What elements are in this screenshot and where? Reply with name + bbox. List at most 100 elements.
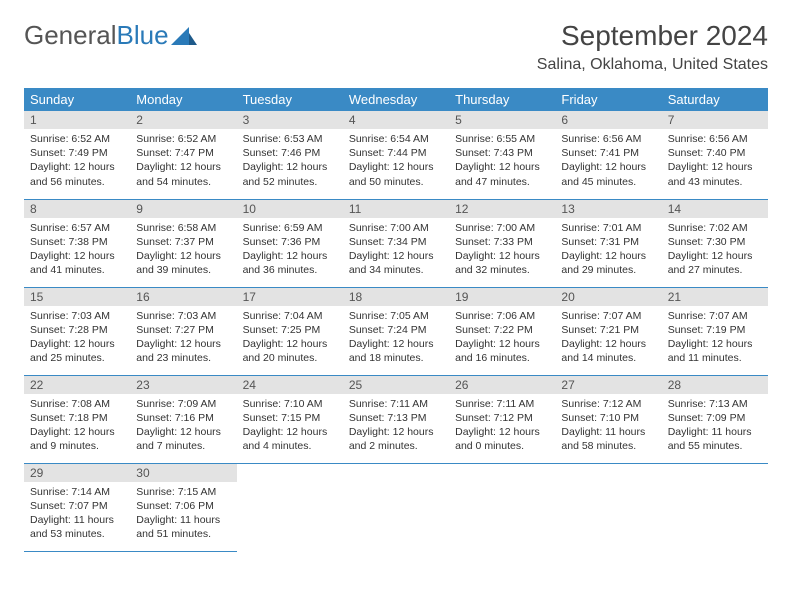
day-number: 6: [555, 111, 661, 129]
day-number: 2: [130, 111, 236, 129]
daylight-line: Daylight: 12 hours and 52 minutes.: [243, 160, 337, 188]
calendar-cell: 23Sunrise: 7:09 AMSunset: 7:16 PMDayligh…: [130, 375, 236, 463]
sunrise-line: Sunrise: 6:53 AM: [243, 132, 337, 146]
sunset-line: Sunset: 7:47 PM: [136, 146, 230, 160]
calendar-cell: 4Sunrise: 6:54 AMSunset: 7:44 PMDaylight…: [343, 111, 449, 199]
sunset-line: Sunset: 7:07 PM: [30, 499, 124, 513]
daylight-line: Daylight: 11 hours and 51 minutes.: [136, 513, 230, 541]
day-content: Sunrise: 7:09 AMSunset: 7:16 PMDaylight:…: [130, 394, 236, 457]
day-content: Sunrise: 7:11 AMSunset: 7:12 PMDaylight:…: [449, 394, 555, 457]
calendar-cell: 21Sunrise: 7:07 AMSunset: 7:19 PMDayligh…: [662, 287, 768, 375]
day-content: Sunrise: 7:03 AMSunset: 7:28 PMDaylight:…: [24, 306, 130, 369]
calendar-cell: 17Sunrise: 7:04 AMSunset: 7:25 PMDayligh…: [237, 287, 343, 375]
daylight-line: Daylight: 12 hours and 27 minutes.: [668, 249, 762, 277]
day-number: 5: [449, 111, 555, 129]
calendar-cell: 19Sunrise: 7:06 AMSunset: 7:22 PMDayligh…: [449, 287, 555, 375]
calendar-cell: 8Sunrise: 6:57 AMSunset: 7:38 PMDaylight…: [24, 199, 130, 287]
day-content: Sunrise: 6:54 AMSunset: 7:44 PMDaylight:…: [343, 129, 449, 192]
day-content: Sunrise: 7:11 AMSunset: 7:13 PMDaylight:…: [343, 394, 449, 457]
daylight-line: Daylight: 12 hours and 36 minutes.: [243, 249, 337, 277]
day-number: 7: [662, 111, 768, 129]
day-content: Sunrise: 6:52 AMSunset: 7:49 PMDaylight:…: [24, 129, 130, 192]
day-number: 23: [130, 376, 236, 394]
calendar-cell: 12Sunrise: 7:00 AMSunset: 7:33 PMDayligh…: [449, 199, 555, 287]
weekday-header: Sunday: [24, 88, 130, 111]
sunset-line: Sunset: 7:16 PM: [136, 411, 230, 425]
logo-text-2: Blue: [117, 20, 169, 51]
day-content: Sunrise: 7:12 AMSunset: 7:10 PMDaylight:…: [555, 394, 661, 457]
day-content: Sunrise: 7:08 AMSunset: 7:18 PMDaylight:…: [24, 394, 130, 457]
calendar-cell: 14Sunrise: 7:02 AMSunset: 7:30 PMDayligh…: [662, 199, 768, 287]
sunset-line: Sunset: 7:18 PM: [30, 411, 124, 425]
calendar-cell: 7Sunrise: 6:56 AMSunset: 7:40 PMDaylight…: [662, 111, 768, 199]
daylight-line: Daylight: 12 hours and 41 minutes.: [30, 249, 124, 277]
daylight-line: Daylight: 12 hours and 20 minutes.: [243, 337, 337, 365]
sunrise-line: Sunrise: 7:07 AM: [561, 309, 655, 323]
day-number: 19: [449, 288, 555, 306]
day-number: 20: [555, 288, 661, 306]
calendar-body: 1Sunrise: 6:52 AMSunset: 7:49 PMDaylight…: [24, 111, 768, 551]
calendar-cell: 13Sunrise: 7:01 AMSunset: 7:31 PMDayligh…: [555, 199, 661, 287]
day-content: Sunrise: 7:06 AMSunset: 7:22 PMDaylight:…: [449, 306, 555, 369]
calendar-row: 29Sunrise: 7:14 AMSunset: 7:07 PMDayligh…: [24, 463, 768, 551]
calendar-cell: 27Sunrise: 7:12 AMSunset: 7:10 PMDayligh…: [555, 375, 661, 463]
calendar-cell: 10Sunrise: 6:59 AMSunset: 7:36 PMDayligh…: [237, 199, 343, 287]
calendar-cell: 1Sunrise: 6:52 AMSunset: 7:49 PMDaylight…: [24, 111, 130, 199]
location: Salina, Oklahoma, United States: [537, 56, 768, 74]
sunrise-line: Sunrise: 7:08 AM: [30, 397, 124, 411]
calendar-cell: 20Sunrise: 7:07 AMSunset: 7:21 PMDayligh…: [555, 287, 661, 375]
weekday-header: Saturday: [662, 88, 768, 111]
daylight-line: Daylight: 12 hours and 11 minutes.: [668, 337, 762, 365]
sunset-line: Sunset: 7:37 PM: [136, 235, 230, 249]
day-content: Sunrise: 7:00 AMSunset: 7:34 PMDaylight:…: [343, 218, 449, 281]
sunrise-line: Sunrise: 7:03 AM: [136, 309, 230, 323]
calendar-cell: [237, 463, 343, 551]
calendar-cell: 3Sunrise: 6:53 AMSunset: 7:46 PMDaylight…: [237, 111, 343, 199]
daylight-line: Daylight: 12 hours and 14 minutes.: [561, 337, 655, 365]
sunrise-line: Sunrise: 7:12 AM: [561, 397, 655, 411]
daylight-line: Daylight: 12 hours and 25 minutes.: [30, 337, 124, 365]
day-number: 29: [24, 464, 130, 482]
sunset-line: Sunset: 7:25 PM: [243, 323, 337, 337]
weekday-header: Monday: [130, 88, 236, 111]
daylight-line: Daylight: 12 hours and 16 minutes.: [455, 337, 549, 365]
calendar-row: 15Sunrise: 7:03 AMSunset: 7:28 PMDayligh…: [24, 287, 768, 375]
logo-text-1: General: [24, 20, 117, 51]
calendar-cell: [343, 463, 449, 551]
daylight-line: Daylight: 12 hours and 18 minutes.: [349, 337, 443, 365]
calendar-cell: 29Sunrise: 7:14 AMSunset: 7:07 PMDayligh…: [24, 463, 130, 551]
day-number: 28: [662, 376, 768, 394]
weekday-header: Wednesday: [343, 88, 449, 111]
sunset-line: Sunset: 7:43 PM: [455, 146, 549, 160]
day-number: 11: [343, 200, 449, 218]
calendar-cell: 24Sunrise: 7:10 AMSunset: 7:15 PMDayligh…: [237, 375, 343, 463]
calendar-cell: 26Sunrise: 7:11 AMSunset: 7:12 PMDayligh…: [449, 375, 555, 463]
sunset-line: Sunset: 7:06 PM: [136, 499, 230, 513]
sunset-line: Sunset: 7:09 PM: [668, 411, 762, 425]
sunrise-line: Sunrise: 7:06 AM: [455, 309, 549, 323]
day-number: 30: [130, 464, 236, 482]
day-number: 3: [237, 111, 343, 129]
calendar-cell: [449, 463, 555, 551]
day-content: Sunrise: 6:55 AMSunset: 7:43 PMDaylight:…: [449, 129, 555, 192]
sunrise-line: Sunrise: 6:57 AM: [30, 221, 124, 235]
sunset-line: Sunset: 7:33 PM: [455, 235, 549, 249]
sunrise-line: Sunrise: 7:03 AM: [30, 309, 124, 323]
sunrise-line: Sunrise: 7:01 AM: [561, 221, 655, 235]
calendar-cell: 25Sunrise: 7:11 AMSunset: 7:13 PMDayligh…: [343, 375, 449, 463]
daylight-line: Daylight: 12 hours and 32 minutes.: [455, 249, 549, 277]
sunset-line: Sunset: 7:22 PM: [455, 323, 549, 337]
day-number: 21: [662, 288, 768, 306]
day-number: 4: [343, 111, 449, 129]
calendar-cell: 30Sunrise: 7:15 AMSunset: 7:06 PMDayligh…: [130, 463, 236, 551]
day-content: Sunrise: 7:00 AMSunset: 7:33 PMDaylight:…: [449, 218, 555, 281]
sunrise-line: Sunrise: 6:52 AM: [136, 132, 230, 146]
sunrise-line: Sunrise: 7:07 AM: [668, 309, 762, 323]
day-number: 18: [343, 288, 449, 306]
sunset-line: Sunset: 7:10 PM: [561, 411, 655, 425]
daylight-line: Daylight: 12 hours and 50 minutes.: [349, 160, 443, 188]
daylight-line: Daylight: 12 hours and 7 minutes.: [136, 425, 230, 453]
day-number: 15: [24, 288, 130, 306]
calendar-cell: 28Sunrise: 7:13 AMSunset: 7:09 PMDayligh…: [662, 375, 768, 463]
sunset-line: Sunset: 7:15 PM: [243, 411, 337, 425]
